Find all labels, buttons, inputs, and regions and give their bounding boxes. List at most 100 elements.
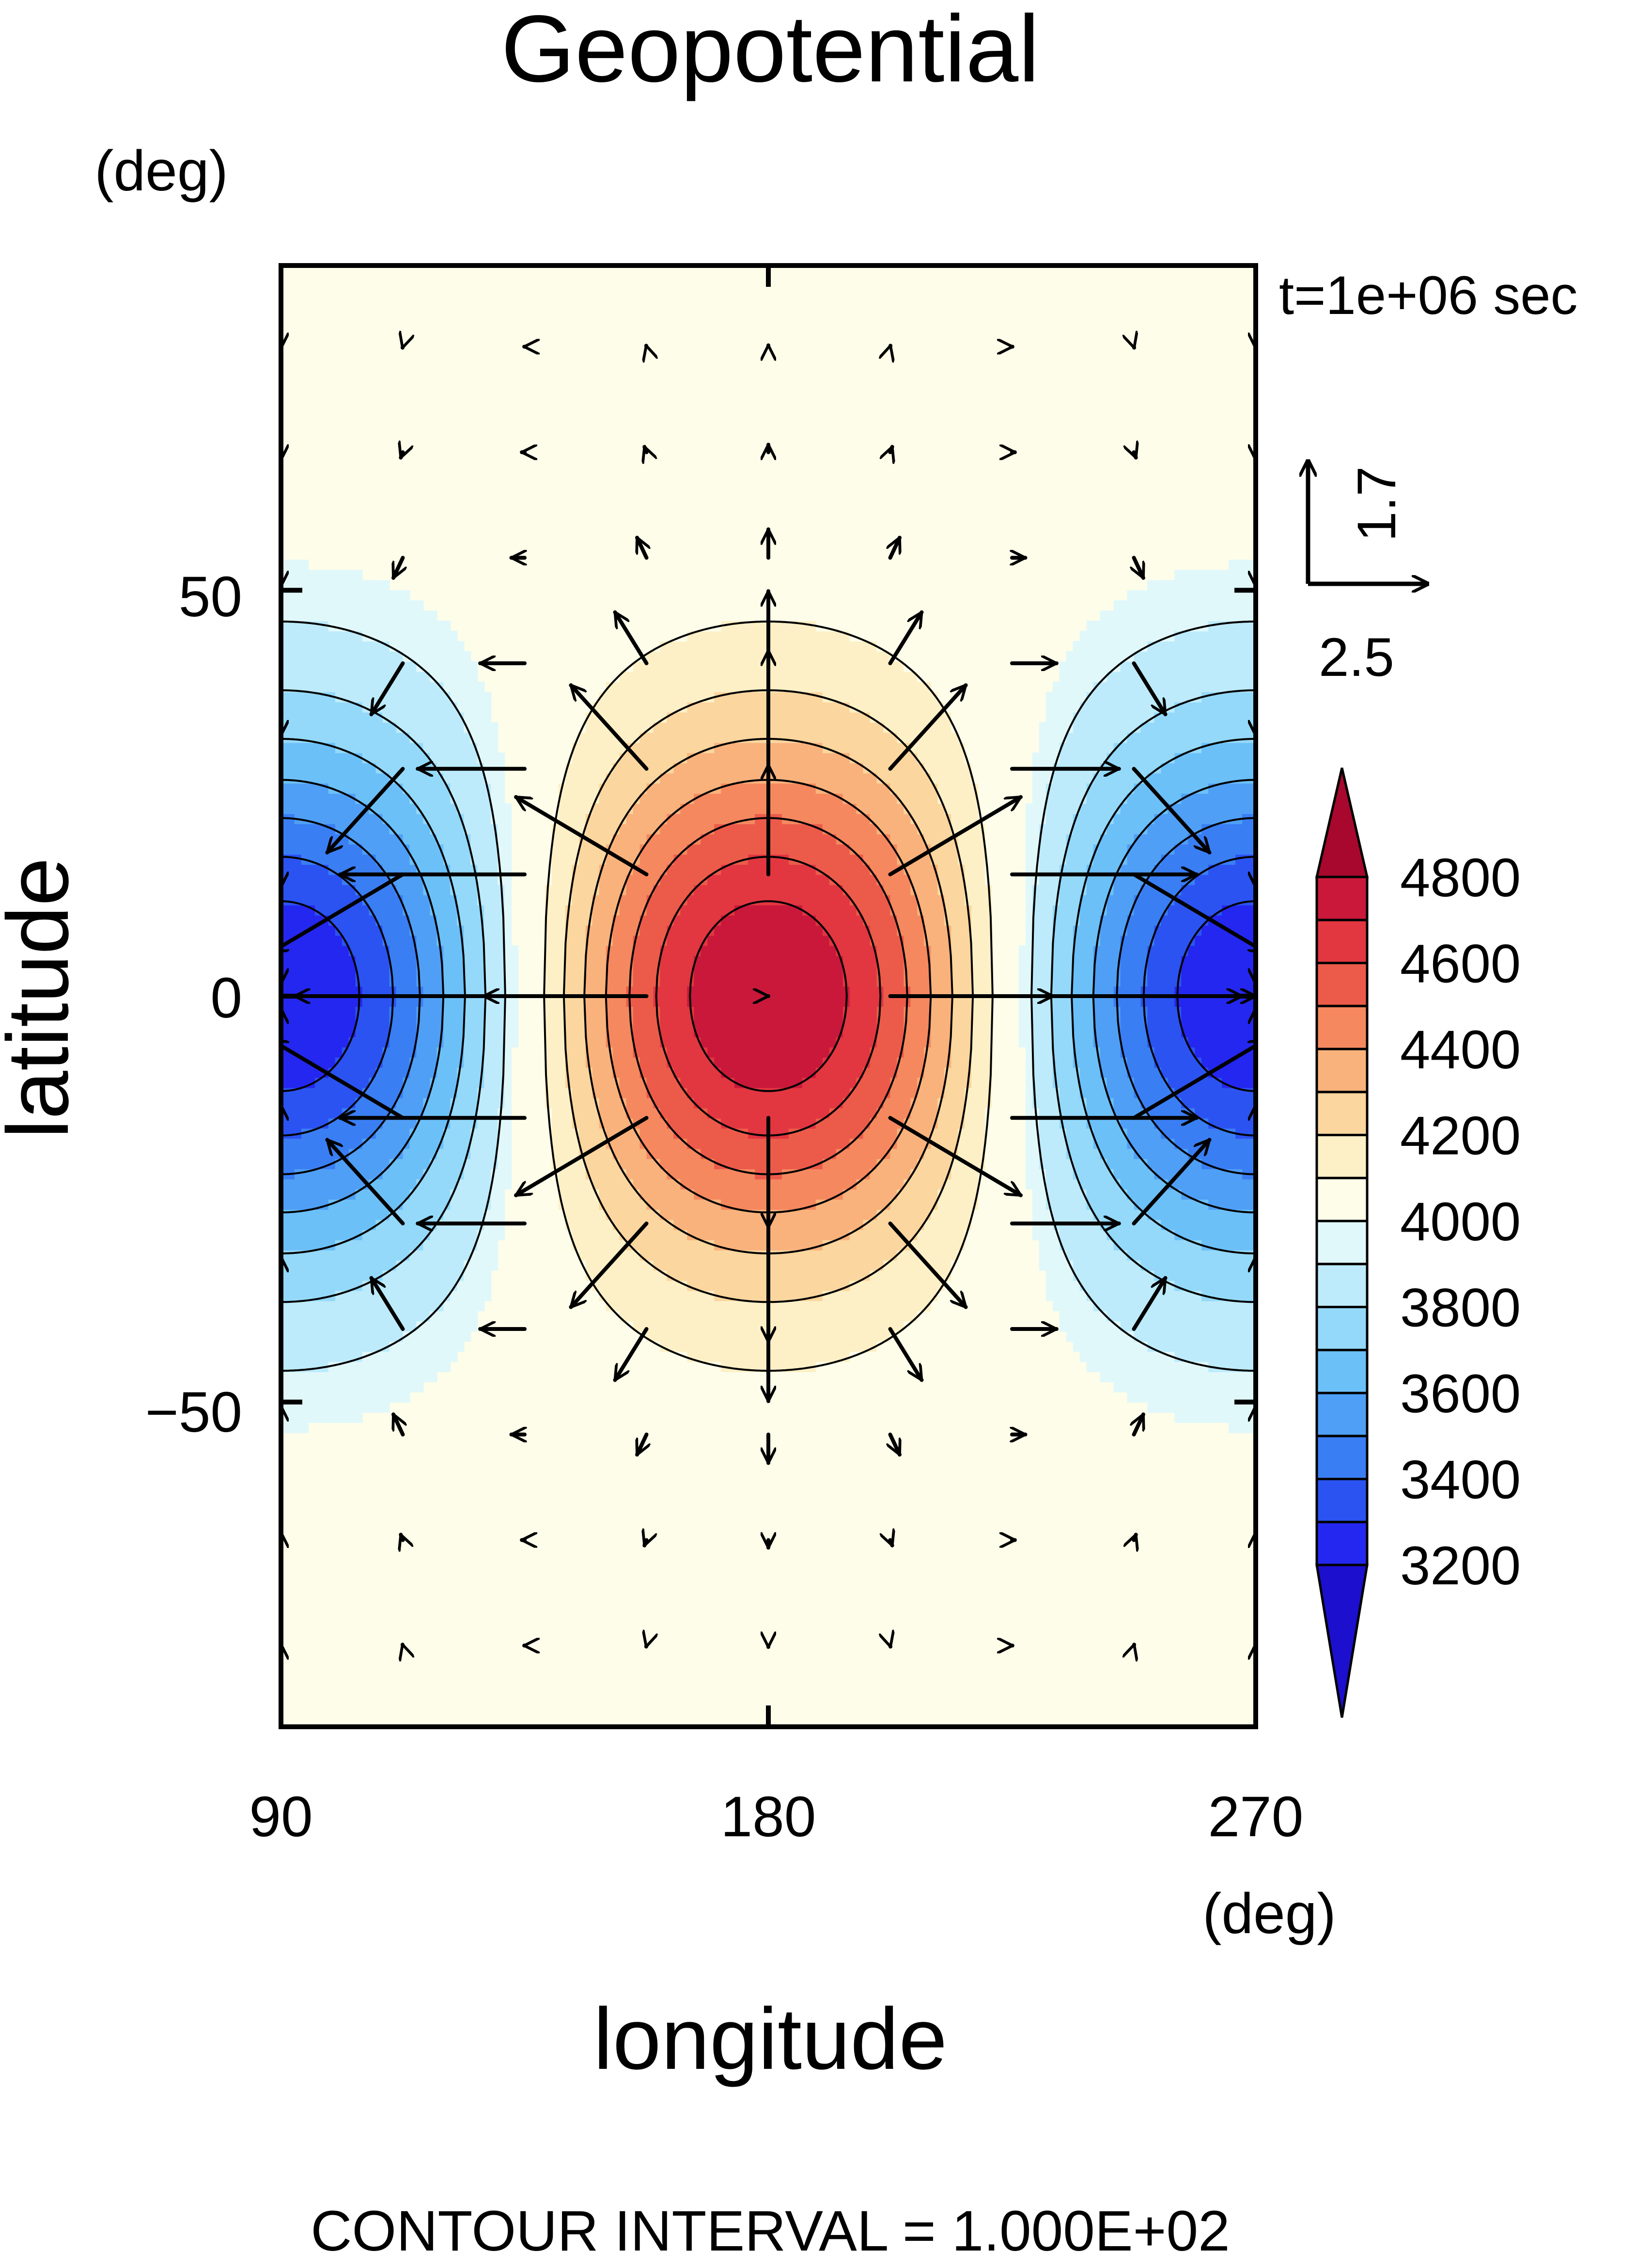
heatmap-cell [443, 955, 451, 967]
heatmap-cell [667, 1148, 674, 1159]
heatmap-cell [335, 752, 343, 764]
heatmap-cell [464, 1209, 471, 1220]
heatmap-cell [707, 955, 715, 967]
heatmap-cell [701, 1036, 708, 1048]
heatmap-cell [734, 1036, 742, 1048]
heatmap-cell [396, 1067, 404, 1078]
heatmap-cell [728, 1188, 735, 1200]
heatmap-cell [687, 945, 695, 956]
heatmap-cell [592, 681, 600, 692]
heatmap-cell [484, 803, 492, 814]
heatmap-cell [288, 661, 296, 672]
heatmap-cell [531, 996, 539, 1007]
heatmap-cell [416, 1148, 424, 1159]
heatmap-cell [348, 763, 356, 774]
heatmap-cell [701, 1138, 708, 1149]
heatmap-cell [633, 1219, 640, 1230]
heatmap-cell [362, 1097, 370, 1109]
heatmap-cell [335, 955, 343, 967]
heatmap-cell [436, 732, 444, 743]
heatmap-cell [667, 1229, 674, 1240]
heatmap-cell [694, 580, 701, 591]
heatmap-cell [612, 945, 620, 956]
heatmap-cell [498, 966, 505, 977]
heatmap-cell [396, 905, 404, 916]
heatmap-cell [416, 1300, 424, 1312]
heatmap-cell [436, 1229, 444, 1240]
heatmap-cell [396, 986, 404, 997]
heatmap-cell [599, 1321, 607, 1332]
heatmap-cell [314, 966, 323, 977]
heatmap-cell [308, 1280, 316, 1291]
heatmap-cell [748, 702, 756, 713]
heatmap-cell [721, 1108, 729, 1119]
heatmap-cell [565, 1016, 573, 1027]
heatmap-cell [491, 1229, 499, 1240]
heatmap-cell [436, 1321, 444, 1332]
heatmap-cell [714, 712, 722, 723]
heatmap-cell [443, 1260, 451, 1271]
heatmap-cell [748, 1371, 756, 1382]
heatmap-cell [646, 621, 654, 632]
heatmap-cell [721, 600, 729, 611]
heatmap-cell [707, 1341, 715, 1352]
heatmap-cell [531, 1036, 539, 1048]
heatmap-cell [633, 884, 640, 895]
heatmap-cell [551, 1108, 560, 1119]
heatmap-cell [558, 752, 566, 764]
heatmap-cell [314, 1219, 323, 1230]
heatmap-cell [423, 1108, 431, 1119]
heatmap-cell [721, 722, 729, 733]
heatmap-cell [721, 681, 729, 692]
heatmap-cell [673, 1006, 681, 1017]
heatmap-cell [612, 1260, 620, 1271]
heatmap-cell [680, 1341, 688, 1352]
heatmap-cell [409, 803, 417, 814]
heatmap-cell [646, 1179, 654, 1190]
heatmap-cell [585, 1188, 593, 1200]
heatmap-cell [328, 1036, 336, 1048]
heatmap-cell [646, 1270, 654, 1281]
heatmap-cell [389, 590, 397, 601]
heatmap-cell [619, 1199, 627, 1210]
heatmap-cell [403, 1016, 410, 1027]
heatmap-cell [612, 884, 620, 895]
heatmap-cell [687, 874, 695, 885]
heatmap-cell [728, 621, 735, 632]
heatmap-cell [362, 1219, 370, 1230]
heatmap-cell [321, 1108, 329, 1119]
heatmap-cell [355, 1158, 363, 1170]
heatmap-cell [457, 1239, 465, 1251]
heatmap-cell [673, 681, 681, 692]
heatmap-cell [606, 1270, 613, 1281]
heatmap-cell [599, 1057, 607, 1068]
heatmap-cell [633, 1239, 640, 1251]
heatmap-cell [578, 1280, 586, 1291]
heatmap-cell [626, 1371, 634, 1382]
heatmap-cell [748, 823, 756, 834]
heatmap-cell [308, 671, 316, 682]
heatmap-cell [301, 1280, 309, 1291]
heatmap-cell [694, 1067, 701, 1078]
heatmap-cell [511, 1016, 519, 1027]
heatmap-cell [430, 1311, 437, 1322]
heatmap-cell [375, 671, 383, 682]
heatmap-cell [308, 763, 316, 774]
heatmap-cell [328, 600, 336, 611]
heatmap-cell [464, 1199, 471, 1210]
heatmap-cell [707, 1300, 715, 1312]
heatmap-cell [362, 986, 370, 997]
heatmap-cell [680, 732, 688, 743]
heatmap-cell [403, 600, 410, 611]
heatmap-cell [416, 1158, 424, 1170]
heatmap-cell [660, 752, 668, 764]
heatmap-cell [389, 600, 397, 611]
heatmap-cell [382, 925, 390, 936]
heatmap-cell [721, 1138, 729, 1149]
heatmap-cell [396, 803, 404, 814]
heatmap-cell [748, 1047, 756, 1058]
heatmap-cell [348, 1321, 356, 1332]
heatmap-cell [592, 773, 600, 784]
heatmap-cell [714, 874, 722, 885]
heatmap-cell [612, 651, 620, 662]
